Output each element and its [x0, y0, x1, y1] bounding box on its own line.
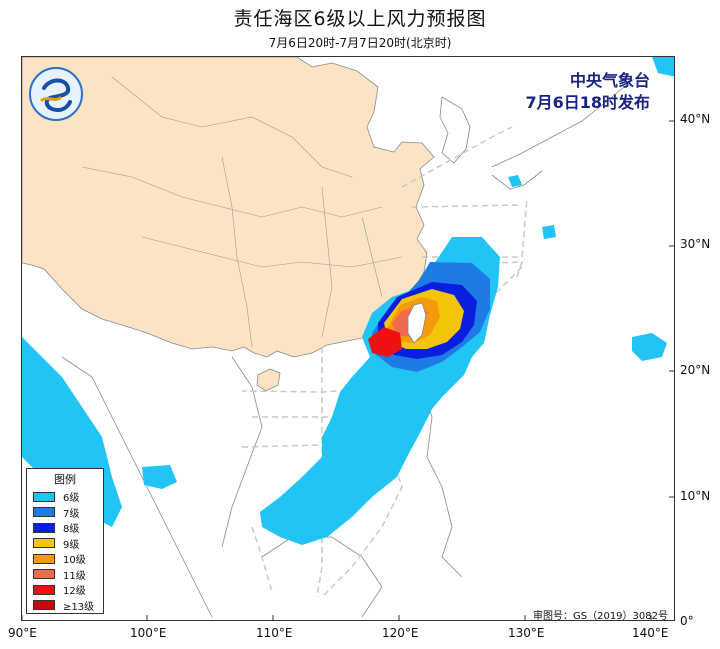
legend-swatch: [33, 538, 55, 549]
x-tick-110: 110°E: [256, 626, 293, 640]
map-canvas: [22, 57, 674, 620]
x-tick-90: 90°E: [8, 626, 37, 640]
issuer-block: 中央气象台 7月6日18时发布: [525, 70, 650, 114]
legend-item: ≥13级: [27, 598, 103, 614]
legend-swatch: [33, 491, 55, 502]
x-tick-120: 120°E: [382, 626, 419, 640]
legend: 图例 6级 7级 8级 9级 10级 11级 12级 ≥13级: [26, 468, 104, 614]
legend-swatch: [33, 600, 55, 611]
legend-item: 10级: [27, 551, 103, 567]
y-tick-20: 20°N: [680, 363, 711, 377]
issuer-time: 7月6日18时发布: [525, 93, 650, 112]
issuer-org: 中央气象台: [569, 71, 650, 90]
legend-label: 6级: [63, 493, 80, 505]
legend-swatch: [33, 507, 55, 518]
tick-marks: [22, 120, 674, 620]
y-tick-0: 0°: [680, 614, 694, 628]
legend-swatch: [33, 553, 55, 564]
legend-item: 8级: [27, 520, 103, 536]
borneo-outline: [261, 536, 383, 618]
legend-item: 6级: [27, 489, 103, 505]
hainan-island: [256, 368, 281, 392]
legend-label: 10级: [63, 555, 86, 567]
map-area: [21, 56, 675, 621]
x-tick-140: 140°E: [632, 626, 669, 640]
map-title: 责任海区6级以上风力预报图: [233, 8, 487, 30]
map-subtitle: 7月6日20时-7月7日20时(北京时): [268, 36, 452, 50]
legend-swatch: [33, 584, 55, 595]
legend-label: 9级: [63, 539, 80, 551]
review-number: 审图号：GS（2019）3082号: [533, 611, 668, 622]
legend-title: 图例: [54, 473, 76, 486]
x-tick-100: 100°E: [130, 626, 167, 640]
taiwan-island: [407, 302, 427, 344]
korea-outline: [439, 96, 471, 164]
philippines-outline: [421, 386, 463, 578]
legend-item: 12级: [27, 582, 103, 598]
legend-item: 11级: [27, 567, 103, 583]
cma-logo: [28, 66, 84, 122]
x-tick-130: 130°E: [508, 626, 545, 640]
province-boundaries: [81, 76, 403, 348]
legend-item: 9级: [27, 536, 103, 552]
legend-label: 8级: [63, 524, 80, 536]
legend-swatch: [33, 569, 55, 580]
y-tick-10: 10°N: [680, 489, 711, 503]
legend-label: 12级: [63, 586, 86, 598]
y-tick-40: 40°N: [680, 112, 711, 126]
legend-item: 7级: [27, 505, 103, 521]
legend-swatch: [33, 522, 55, 533]
japan-outline: [491, 78, 635, 190]
y-tick-30: 30°N: [680, 237, 711, 251]
wind-level-12: [368, 327, 402, 357]
legend-label: 7级: [63, 508, 80, 520]
legend-label: 11级: [63, 570, 86, 582]
legend-label: ≥13级: [63, 601, 95, 613]
